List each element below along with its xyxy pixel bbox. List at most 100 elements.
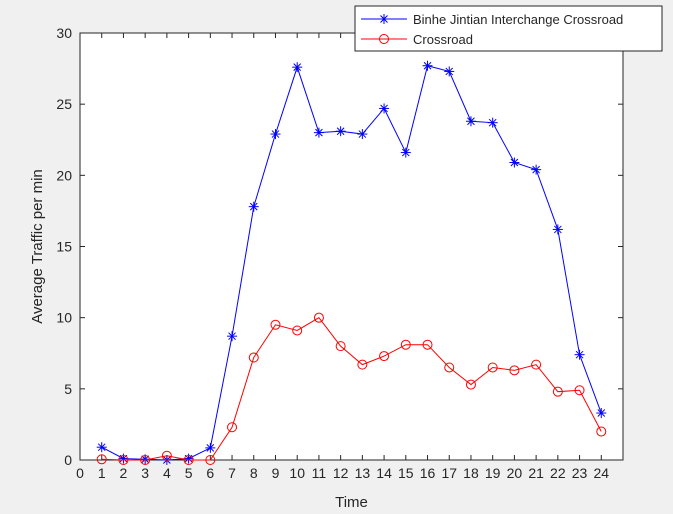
asterisk-d2 [510,158,519,167]
legend-item: Crossroad [361,32,473,47]
data-point [118,455,129,465]
x-tick-label: 19 [485,465,501,481]
y-tick-label: 30 [56,25,72,41]
x-tick-label: 11 [312,465,327,481]
asterisk-d2 [141,455,150,464]
data-point [552,386,563,397]
asterisk-d2 [315,128,323,137]
x-tick-label: 4 [163,465,171,481]
data-point [270,319,281,330]
asterisk-d2 [228,332,236,341]
legend: Binhe Jintian Interchange Crossroad Cross… [354,5,663,52]
asterisk-d2 [97,443,106,452]
data-point [574,385,585,396]
plot-area [80,33,623,460]
data-point [487,362,498,373]
y-axis-label: Average Traffic per min [29,169,46,324]
data-point [270,129,281,140]
data-point [487,117,498,128]
x-tick-label: 15 [398,465,414,481]
data-point [227,422,238,433]
y-tick-label: 25 [56,96,72,112]
data-point [292,325,303,336]
asterisk-d2 [401,148,410,157]
x-tick-label: 0 [76,465,84,481]
asterisk-d2 [293,63,302,72]
asterisk-d2 [488,118,497,127]
data-point [444,362,455,373]
y-tick-label: 10 [56,310,72,326]
data-point [96,454,107,465]
data-point [183,455,194,465]
data-point [465,116,476,127]
series-line [101,317,602,461]
asterisk-d2 [423,61,432,70]
x-tick-label: 12 [333,465,349,481]
data-point [227,331,238,342]
x-tick-label: 7 [228,465,236,481]
legend-marker [379,14,389,24]
data-point [465,379,476,390]
data-point [422,60,433,71]
data-point [379,103,390,114]
x-tick-label: 20 [507,465,523,481]
asterisk-d2 [271,130,280,138]
data-point [96,442,107,453]
data-point [574,349,585,360]
asterisk-d2 [358,130,367,138]
asterisk-d2 [206,444,215,452]
x-tick-label: 23 [572,465,588,481]
plot-box [79,32,624,461]
asterisk-d2 [597,409,606,417]
data-point [509,157,520,168]
asterisk-d2 [467,117,475,126]
data-point [357,359,368,370]
data-point [335,126,346,137]
data-point [335,341,346,352]
asterisk-d2 [532,165,540,174]
x-tick-label: 1 [98,465,106,481]
x-tick-label: 10 [289,465,305,481]
data-point [140,455,151,465]
y-tick-label: 5 [64,381,72,397]
asterisk-d2 [336,127,345,136]
x-tick-label: 16 [420,465,436,481]
data-point [531,164,542,175]
data-point [531,359,542,370]
asterisk-d2 [380,104,388,113]
data-point [313,127,324,138]
data-point [509,365,520,376]
legend-label: Crossroad [413,32,473,47]
data-point [444,66,455,77]
x-tick-label: 18 [463,465,479,481]
x-tick-label: 8 [250,465,258,481]
data-point [205,442,216,453]
data-point [400,147,411,158]
x-tick-label: 9 [272,465,280,481]
x-tick-label: 3 [141,465,149,481]
x-tick-label: 14 [376,465,392,481]
legend-item: Binhe Jintian Interchange Crossroad [361,12,623,27]
data-point [161,450,172,461]
y-tick-label: 0 [64,452,72,468]
x-tick-label: 17 [441,465,457,481]
y-tick-label: 20 [56,167,72,183]
data-point [248,352,259,363]
x-tick-label: 6 [206,465,214,481]
asterisk-d2 [553,225,562,234]
data-point [400,339,411,350]
asterisk-d2 [445,67,454,76]
data-point [357,129,368,140]
legend-marker [379,34,389,44]
data-point [248,201,259,212]
y-tick-label: 15 [56,239,72,255]
data-point [422,339,433,350]
x-tick-label: 21 [528,465,544,481]
data-point [292,62,303,73]
data-point [379,351,390,362]
x-tick-label: 2 [120,465,128,481]
data-point [205,455,216,465]
data-point [313,312,324,323]
x-tick-label: 13 [355,465,371,481]
